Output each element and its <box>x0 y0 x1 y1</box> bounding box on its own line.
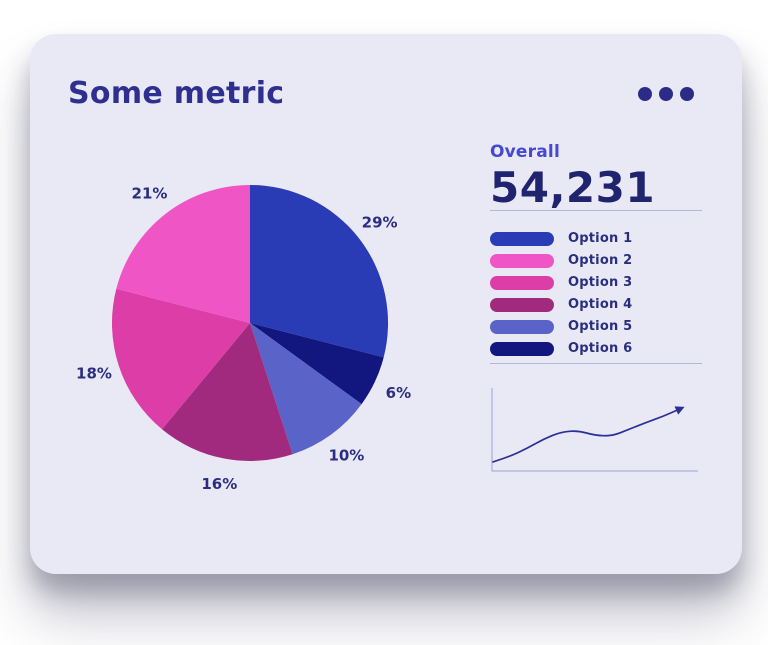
pie-slice-label: 21% <box>132 184 168 202</box>
trend-sparkline <box>490 388 702 472</box>
pie-slice-option-6 <box>250 323 384 405</box>
metric-card: Some metric 29% 6% 10% 16% 18% 21% Overall 54… <box>30 34 742 574</box>
pie-slice-label: 29% <box>362 214 398 232</box>
legend-label: Option 4 <box>568 297 633 313</box>
card-header: Some metric <box>30 34 742 110</box>
card-title: Some metric <box>68 76 285 111</box>
pie-chart-svg: 29% 6% 10% 16% 18% 21% <box>76 184 411 493</box>
pie-slice-label: 18% <box>76 365 112 383</box>
pie-slice-option-3 <box>111 288 251 430</box>
legend-item: Option 2 <box>490 253 702 268</box>
menu-button[interactable] <box>634 83 698 105</box>
pie-chart: 29% 6% 10% 16% 18% 21% <box>50 120 490 496</box>
sparkline-axes <box>491 388 698 472</box>
legend: Option 1 Option 2 Option 3 Option 4 <box>490 231 702 356</box>
legend-swatch <box>490 275 554 290</box>
legend-label: Option 6 <box>568 341 633 357</box>
overall-label: Overall <box>490 142 560 162</box>
legend-swatch <box>490 253 554 268</box>
legend-item: Option 6 <box>490 341 702 356</box>
card-content: 29% 6% 10% 16% 18% 21% Overall 54,231 Option … <box>30 120 742 496</box>
pie-slice-label: 10% <box>328 447 364 465</box>
pie-slice-option-1 <box>250 185 389 358</box>
ellipsis-icon <box>638 87 694 101</box>
pie-slice-option-5 <box>250 323 362 455</box>
legend-swatch <box>490 231 554 246</box>
legend-label: Option 1 <box>568 231 633 247</box>
summary-panel: Overall 54,231 Option 1 Option 2 Option … <box>490 120 702 472</box>
legend-label: Option 2 <box>568 253 633 269</box>
legend-label: Option 5 <box>568 319 633 335</box>
pie-slice-option-4 <box>162 323 293 461</box>
legend-item: Option 5 <box>490 319 702 334</box>
pie-slice-option-2 <box>116 184 250 323</box>
divider <box>490 210 702 212</box>
pie-slice-label: 16% <box>201 475 237 493</box>
legend-item: Option 1 <box>490 231 702 246</box>
legend-swatch <box>490 341 554 356</box>
sparkline-curve <box>492 408 681 463</box>
overall-value: 54,231 <box>490 163 656 212</box>
divider <box>490 363 702 365</box>
legend-swatch <box>490 319 554 334</box>
sparkline-arrow-icon <box>674 406 685 415</box>
legend-label: Option 3 <box>568 275 633 291</box>
trend-sparkline-svg <box>491 388 698 472</box>
legend-item: Option 4 <box>490 297 702 312</box>
legend-swatch <box>490 297 554 312</box>
pie-slice-label: 6% <box>386 384 411 402</box>
legend-item: Option 3 <box>490 275 702 290</box>
